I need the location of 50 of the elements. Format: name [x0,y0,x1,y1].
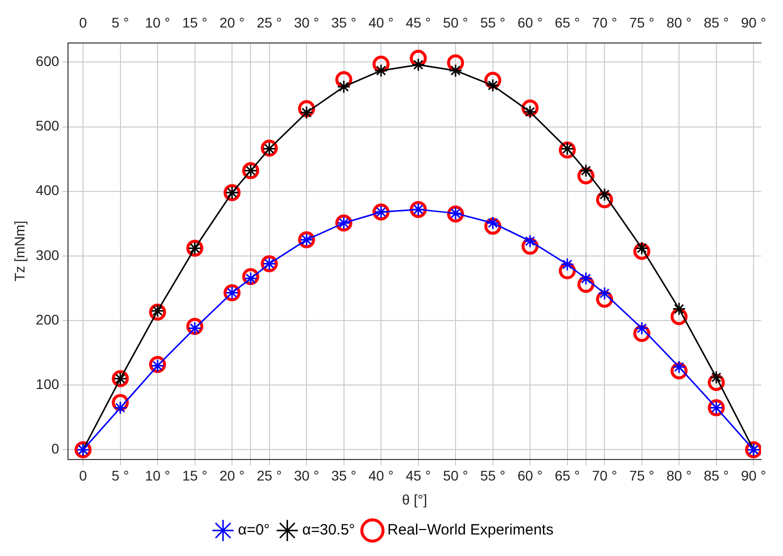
x-tick-label: 20 ° [220,468,245,484]
x-tick-label: 5 ° [112,468,129,484]
x2-tick-label: 45 ° [406,14,431,30]
x2-tick-label: 10 ° [145,14,170,30]
x-tick-label: 35 ° [331,468,356,484]
x2-tick-label: 40 ° [368,14,394,30]
x2-tick-label: 30 ° [294,14,320,30]
x-tick-label: 55 ° [480,468,506,484]
x2-tick-label: 35 ° [331,14,356,30]
x-tick-label: 30 ° [294,468,320,484]
x2-tick-label: 15 ° [182,14,208,30]
x-tick-label: 45 ° [406,468,431,484]
x2-tick-label: 80 ° [666,14,692,30]
legend-label: α=0° [238,522,270,539]
x2-tick-label: 20 ° [220,14,245,30]
x-tick-label: 85 ° [704,468,729,484]
y-tick-label: 100 [36,376,60,392]
y-axis-title: Tz [mNm] [11,220,28,282]
x2-tick-label: 70 ° [592,14,618,30]
y-tick-label: 400 [36,182,60,198]
x-tick-label: 60 ° [518,468,543,484]
y-tick-label: 300 [36,246,60,263]
x-axis-title: θ [°] [402,491,428,508]
x2-tick-label: 55 ° [480,14,506,30]
x-tick-label: 15 ° [182,468,208,484]
y-tick-label: 200 [36,311,60,328]
x2-tick-label: 75 ° [629,14,654,30]
y-tick-label: 500 [36,118,60,134]
x2-tick-label: 85 ° [704,14,729,30]
x2-tick-label: 5 ° [112,14,129,30]
x-tick-label: 50 ° [443,468,468,484]
legend-label: Real−World Experiments [387,522,554,539]
x-tick-label: 90 ° [741,468,766,484]
x-tick-label: 70 ° [592,468,618,484]
x2-tick-label: 25 ° [256,14,282,30]
x-tick-label: 65 ° [554,468,580,484]
x-tick-label: 25 ° [256,468,282,484]
x2-tick-label: 65 ° [554,14,580,30]
y-tick-label: 600 [36,53,60,70]
x-tick-label: 0 [79,468,88,484]
x2-tick-label: 60 ° [518,14,543,30]
x-tick-label: 80 ° [666,468,692,484]
x2-tick-label: 0 [79,14,88,30]
x-tick-label: 75 ° [629,468,654,484]
x-tick-label: 10 ° [145,468,170,484]
x-tick-label: 40 ° [368,468,394,484]
legend-label: α=30.5° [302,522,355,539]
x2-tick-label: 90 ° [741,14,766,30]
x2-tick-label: 50 ° [443,14,468,30]
y-tick-label: 0 [51,440,60,457]
